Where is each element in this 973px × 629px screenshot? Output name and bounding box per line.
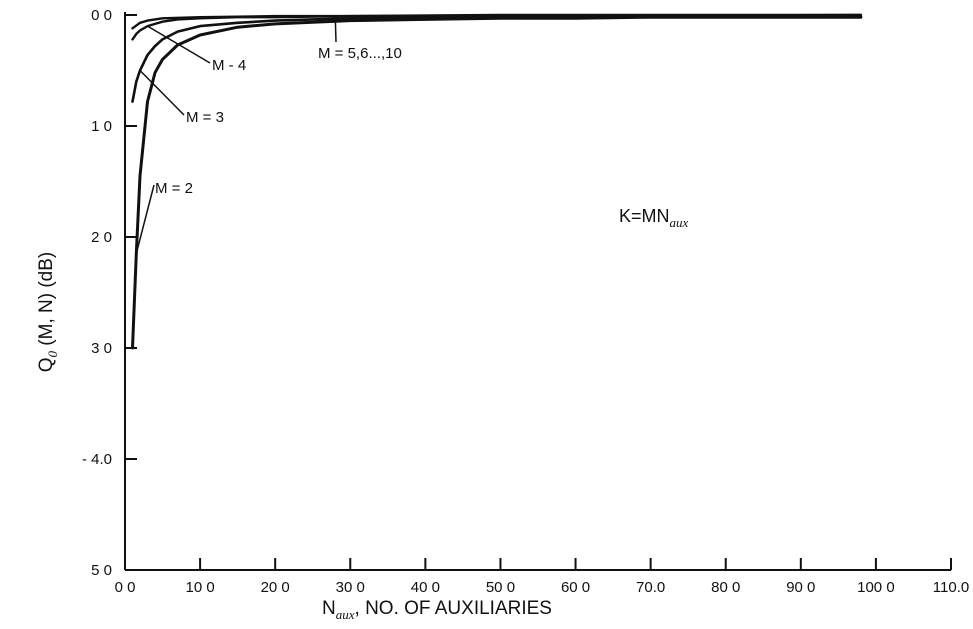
y-tick-label: 2 0 [91,229,112,246]
annotation-m3: M = 3 [186,109,224,126]
annotation-m5-10: M = 5,6...,10 [318,45,402,62]
annotation-leaders [135,16,337,254]
y-tick-label: 0 0 [91,7,112,24]
x-tick-label: 50 0 [486,579,515,596]
series-line [131,13,863,30]
x-tick-label: 70.0 [636,579,665,596]
y-ticks: 0 0 1 0 2 0 3 0 - 4.0 5 0 [82,7,137,579]
x-ticks: 0 0 10 0 20 0 30 0 40 0 50 0 60 0 70.0 80 0 90 0 1… [115,558,969,596]
series-line [131,14,863,103]
x-tick-label: 0 0 [115,579,136,596]
x-tick-label: 30 0 [336,579,365,596]
y-tick-label: 3 0 [91,340,112,357]
x-tick-label: 40 0 [411,579,440,596]
y-tick-label: 5 0 [91,562,112,579]
annotation-m2: M = 2 [155,180,193,197]
x-tick-label: 100 0 [857,579,895,596]
x-tick-label: 80 0 [711,579,740,596]
y-axis-title: Q0 (M, N) (dB) [36,252,60,373]
annotation-leader [147,25,211,64]
series-layer [131,13,863,350]
x-tick-label: 10 0 [185,579,214,596]
axes [124,12,951,571]
y-tick-label: 1 0 [91,118,112,135]
x-tick-label: 110.0 [933,579,969,596]
y-tick-label: - 4.0 [82,451,112,468]
annotation-leader [334,16,337,43]
annotation-m4: M - 4 [212,57,246,74]
x-tick-label: 90 0 [786,579,815,596]
x-axis-title: Naux, NO. OF AUXILIARIES [322,598,552,622]
x-tick-label: 20 0 [261,579,290,596]
x-tick-label: 60 0 [561,579,590,596]
annotation-leader [139,69,185,116]
annotation-leader [135,184,155,254]
formula-label: K=MNaux [619,206,689,230]
